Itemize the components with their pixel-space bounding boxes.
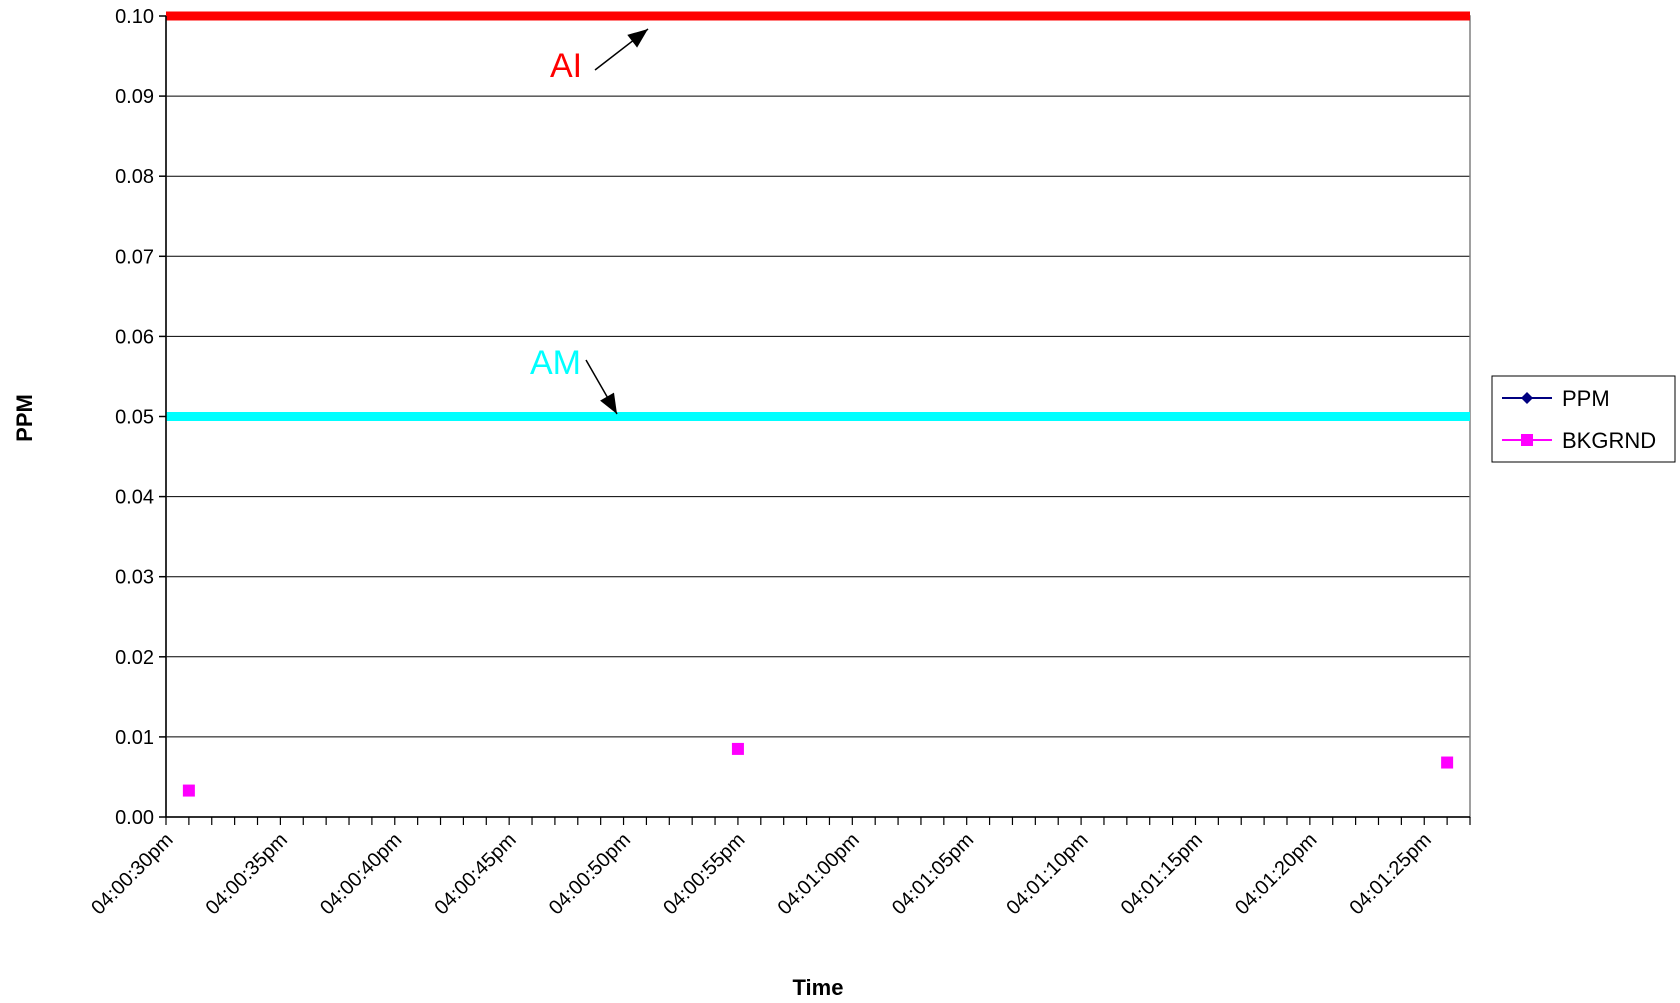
annotation-am-arrowhead [600,392,617,414]
x-tick-label: 04:01:10pm [1002,829,1092,919]
legend-box [1491,375,1676,463]
legend-item-bkgrnd: BKGRND [1502,428,1656,453]
annotation-am-label: AM [530,344,581,382]
y-axis-title: PPM [12,394,37,442]
y-tick-label: 0.09 [115,86,154,108]
x-tick-label: 04:00:55pm [659,829,749,919]
x-tick-label: 04:01:25pm [1346,829,1436,919]
legend: PPM BKGRND [1491,375,1676,463]
legend-marker [1521,434,1533,446]
x-tick-label: 04:01:00pm [774,829,864,919]
data-point-bkgrnd [182,784,195,797]
gridlines [166,15,1470,738]
y-axis: 0.00 0.01 0.02 0.03 0.04 0.05 0.06 0.07 0.08 0.09… [115,6,167,829]
x-tick-label: 04:00:35pm [202,829,292,919]
annotation-ai-arrowhead [627,29,648,48]
x-tick-label: 04:01:20pm [1231,829,1321,919]
x-axis: 04:00:30pm 04:00:35pm 04:00:40pm 04:00:45pm… [87,816,1471,919]
reference-lines [166,11,1470,421]
y-tick-label: 0.01 [115,727,154,749]
legend-label: BKGRND [1562,428,1656,453]
y-tick-label: 0.06 [115,326,154,348]
x-tick-label: 04:01:15pm [1117,829,1207,919]
legend-marker [1521,392,1533,404]
y-tick-label: 0.03 [115,567,154,589]
y-tick-label: 0.05 [115,407,154,429]
x-tick-label: 04:00:45pm [430,829,520,919]
y-tick-label: 0.02 [115,647,154,669]
y-tick-label: 0.04 [115,487,154,509]
y-tick-label: 0.08 [115,166,154,188]
annotations: AI AM [530,28,649,415]
y-tick-label: 0.07 [115,246,154,268]
data-point-bkgrnd [1441,756,1454,769]
legend-item-ppm: PPM [1502,386,1610,411]
y-tick-label: 0.00 [115,807,154,829]
x-tick-label: 04:00:30pm [87,829,177,919]
x-axis-title: Time [793,975,844,1000]
data-points [182,742,1454,797]
y-tick-label: 0.10 [115,6,154,28]
annotation-ai-label: AI [550,47,582,85]
x-tick-label: 04:00:40pm [316,829,406,919]
x-tick-label: 04:00:50pm [545,829,635,919]
x-tick-label: 04:01:05pm [888,829,978,919]
legend-label: PPM [1562,386,1610,411]
data-point-bkgrnd [731,742,744,755]
